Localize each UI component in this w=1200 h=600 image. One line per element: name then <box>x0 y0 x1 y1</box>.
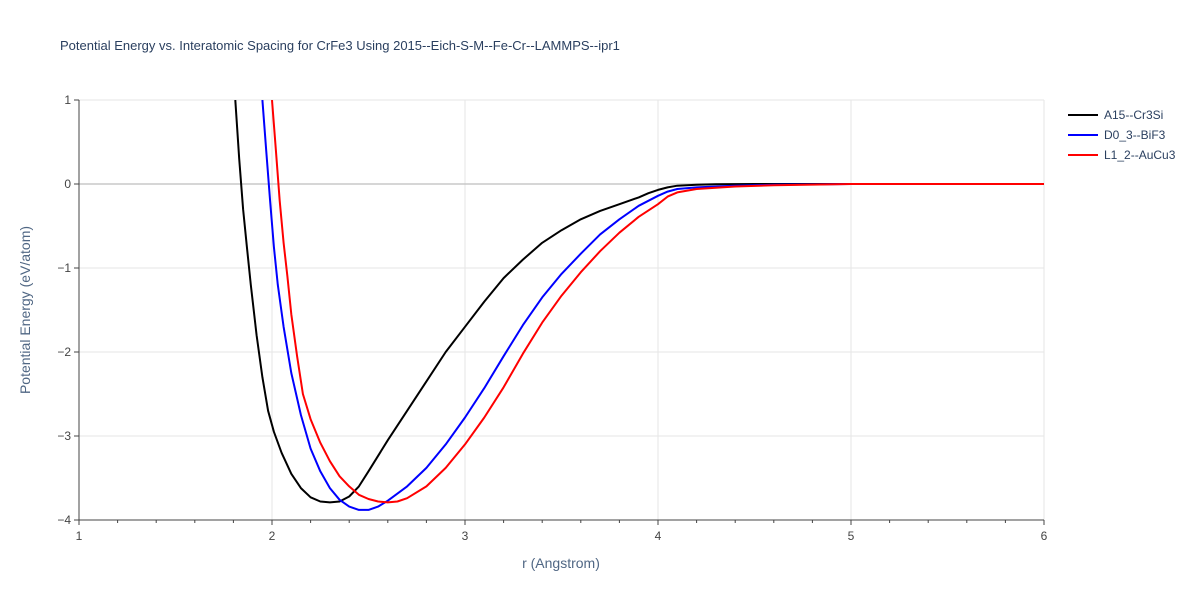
x-tick-label: 2 <box>269 529 276 543</box>
x-tick-label: 6 <box>1041 529 1048 543</box>
y-axis-title: Potential Energy (eV/atom) <box>17 226 33 394</box>
y-tick-label: 0 <box>64 177 71 191</box>
y-tick-label: −1 <box>57 261 71 275</box>
y-tick-label: −3 <box>57 429 71 443</box>
legend-label: A15--Cr3Si <box>1104 108 1163 122</box>
x-tick-label: 3 <box>462 529 469 543</box>
x-tick-label: 1 <box>76 529 83 543</box>
x-tick-label: 5 <box>848 529 855 543</box>
x-axis-title: r (Angstrom) <box>522 555 600 571</box>
x-axis-ticks: 1 2 3 4 5 6 <box>76 520 1048 543</box>
series-line-a15-cr3si <box>234 100 1044 504</box>
y-tick-label: −4 <box>57 513 71 527</box>
series-line-l1-2-aucu3 <box>271 100 1044 504</box>
x-tick-label: 4 <box>655 529 662 543</box>
legend-label: L1_2--AuCu3 <box>1104 148 1176 162</box>
y-tick-label: −2 <box>57 345 71 359</box>
series-lines <box>234 100 1044 511</box>
legend-label: D0_3--BiF3 <box>1104 128 1166 142</box>
legend[interactable]: A15--Cr3Si D0_3--BiF3 L1_2--AuCu3 <box>1068 108 1176 162</box>
legend-item[interactable]: A15--Cr3Si <box>1068 108 1163 122</box>
chart-title: Potential Energy vs. Interatomic Spacing… <box>60 38 620 53</box>
y-axis-ticks: 1 0 −1 −2 −3 −4 <box>57 93 79 527</box>
legend-item[interactable]: L1_2--AuCu3 <box>1068 148 1176 162</box>
plot-grid <box>79 99 1045 520</box>
y-tick-label: 1 <box>64 93 71 107</box>
series-line-d0-3-bif3 <box>261 100 1044 511</box>
legend-item[interactable]: D0_3--BiF3 <box>1068 128 1166 142</box>
